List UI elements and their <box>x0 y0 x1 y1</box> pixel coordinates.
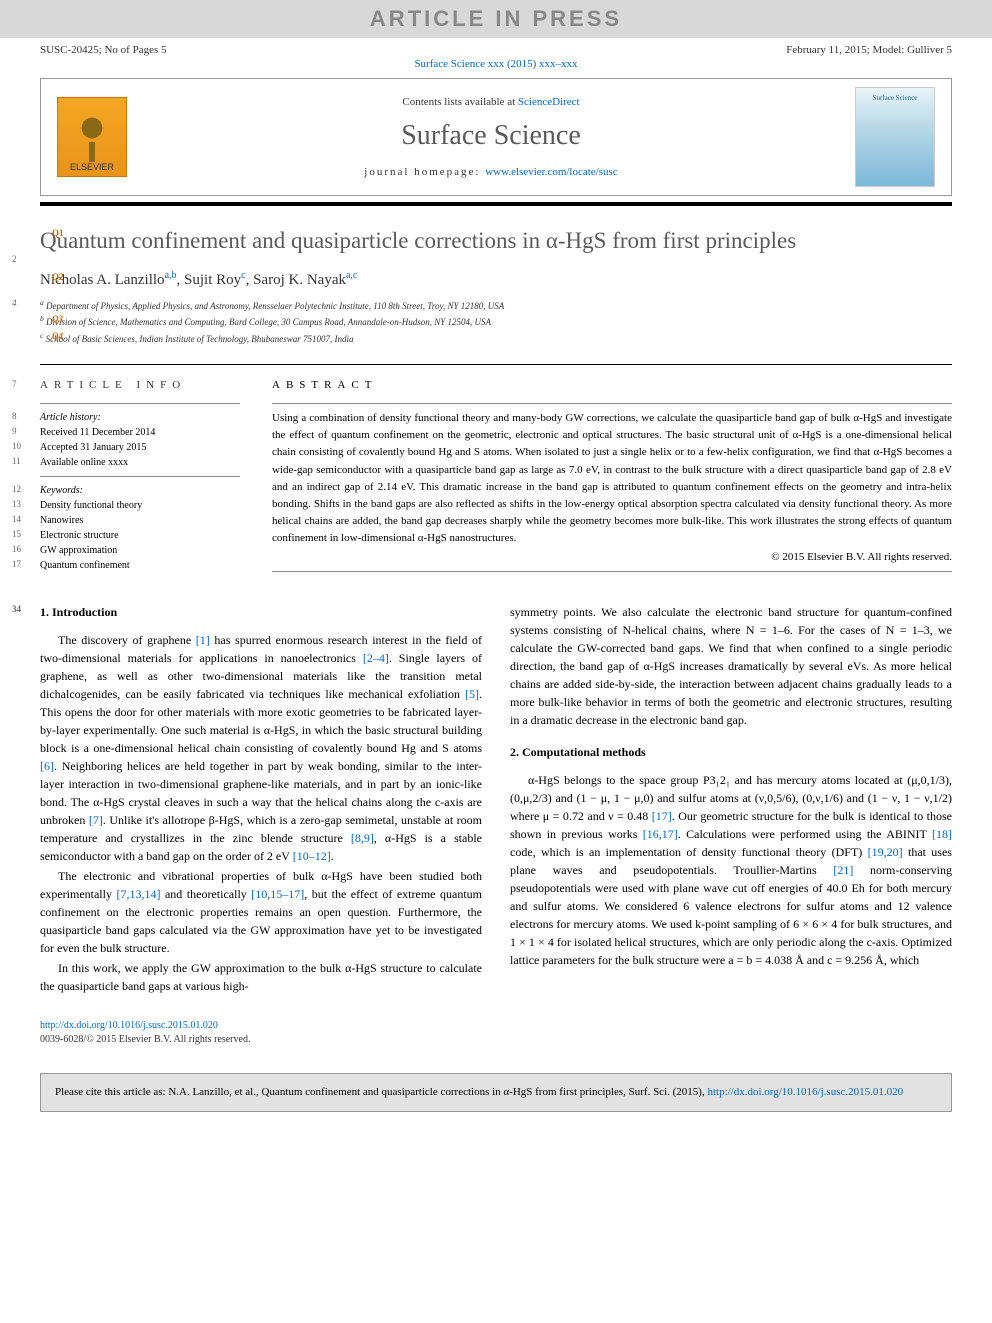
homepage-link[interactable]: www.elsevier.com/locate/susc <box>485 166 617 178</box>
doc-date-model: February 11, 2015; Model: Gulliver 5 <box>786 44 952 56</box>
cite-doi-link[interactable]: http://dx.doi.org/10.1016/j.susc.2015.01… <box>707 1086 903 1098</box>
homepage-line: journal homepage: www.elsevier.com/locat… <box>127 166 855 178</box>
aff-c-text: School of Basic Sciences, Indian Institu… <box>46 334 354 344</box>
journal-cover-thumbnail: Surface Science <box>855 87 935 187</box>
article-info-heading: ARTICLE INFO <box>40 379 240 391</box>
author-3: , Saroj K. Nayak <box>246 272 346 288</box>
line-no: 4 <box>12 297 17 311</box>
line-no: 17 <box>12 558 21 572</box>
q2-marker: Q2 <box>52 272 64 282</box>
line-no: 12 <box>12 483 21 497</box>
line-no: 2 <box>12 254 17 266</box>
keywords-label: Keywords: <box>40 483 240 498</box>
intro-p3: In this work, we apply the GW approximat… <box>40 959 482 995</box>
q3-marker: Q3 <box>52 313 63 327</box>
doc-id: SUSC-20425; No of Pages 5 <box>40 44 167 56</box>
elsevier-logo: ELSEVIER <box>57 97 127 177</box>
sciencedirect-link[interactable]: ScienceDirect <box>518 96 580 108</box>
keyword: GW approximation <box>40 545 117 556</box>
homepage-label: journal homepage: <box>364 166 485 178</box>
abstract-text: Using a combination of density functiona… <box>272 403 952 546</box>
history-label: Article history: <box>40 410 240 425</box>
column-right: symmetry points. We also calculate the e… <box>510 603 952 1047</box>
elsevier-text: ELSEVIER <box>70 162 114 172</box>
affiliation-b: Q3 b Division of Science, Mathematics and… <box>40 313 952 330</box>
aff-b-text: Division of Science, Mathematics and Com… <box>46 317 491 327</box>
q1-marker: Q1 <box>52 228 64 240</box>
footer-refs: http://dx.doi.org/10.1016/j.susc.2015.01… <box>40 1019 482 1047</box>
in-press-banner: ARTICLE IN PRESS <box>0 0 992 38</box>
affiliation-a: 4a Department of Physics, Applied Physic… <box>40 297 952 314</box>
article-info: ARTICLE INFO 8 Article history: 9Receive… <box>40 379 240 579</box>
line-no: 13 <box>12 498 21 512</box>
journal-name: Surface Science <box>127 120 855 152</box>
q4-marker: Q4 <box>52 330 63 344</box>
received-date: Received 11 December 2014 <box>40 427 155 438</box>
contents-prefix: Contents lists available at <box>402 96 517 108</box>
doi-link[interactable]: http://dx.doi.org/10.1016/j.susc.2015.01… <box>40 1019 482 1033</box>
affiliations: 4a Department of Physics, Applied Physic… <box>40 297 952 347</box>
keyword: Quantum confinement <box>40 560 130 571</box>
author-3-sup[interactable]: a,c <box>346 270 357 281</box>
line-no: 9 <box>12 425 17 439</box>
cite-text: Please cite this article as: N.A. Lanzil… <box>55 1086 705 1098</box>
line-no: 14 <box>12 513 21 527</box>
line-no: 10 <box>12 440 21 454</box>
authors: Q2 Nicholas A. Lanzilloa,b, Sujit Royc, … <box>40 270 952 289</box>
author-2: , Sujit Roy <box>177 272 242 288</box>
article-history: 8 Article history: 9Received 11 December… <box>40 403 240 476</box>
header-citation-link[interactable]: Surface Science xxx (2015) xxx–xxx <box>0 58 992 78</box>
online-date: Available online xxxx <box>40 457 128 468</box>
author-1-sup[interactable]: a,b <box>165 270 177 281</box>
header-row: SUSC-20425; No of Pages 5 February 11, 2… <box>0 38 992 58</box>
line-no: 8 <box>12 410 17 424</box>
affiliation-c: Q4 c School of Basic Sciences, Indian Ins… <box>40 330 952 347</box>
keyword: Nanowires <box>40 515 83 526</box>
banner-center: Contents lists available at ScienceDirec… <box>127 96 855 178</box>
keyword: Density functional theory <box>40 500 142 511</box>
body-columns: 34 1. Introduction The discovery of grap… <box>40 603 952 1047</box>
abstract-body: Using a combination of density functiona… <box>272 412 952 543</box>
info-abstract-row: 7 ARTICLE INFO 8 Article history: 9Recei… <box>40 364 952 579</box>
keywords-block: 12 Keywords: 13Density functional theory… <box>40 476 240 579</box>
citation-box: Please cite this article as: N.A. Lanzil… <box>40 1073 952 1112</box>
intro-cont: symmetry points. We also calculate the e… <box>510 603 952 729</box>
contents-line: Contents lists available at ScienceDirec… <box>127 96 855 108</box>
line-no: 34 <box>12 603 21 617</box>
methods-p1: α-HgS belongs to the space group P3₁2₁ a… <box>510 771 952 969</box>
aff-sup-b: b <box>40 314 44 323</box>
aff-sup-c: c <box>40 331 43 340</box>
keyword: Electronic structure <box>40 530 119 541</box>
aff-a-text: Department of Physics, Applied Physics, … <box>46 301 504 311</box>
abstract: ABSTRACT Using a combination of density … <box>272 379 952 579</box>
title-text: Quantum confinement and quasiparticle co… <box>40 228 796 253</box>
cover-label: Surface Science <box>873 94 918 102</box>
elsevier-tree-icon <box>67 112 117 162</box>
abstract-heading: ABSTRACT <box>272 379 952 391</box>
aff-sup-a: a <box>40 298 44 307</box>
line-no: 16 <box>12 543 21 557</box>
journal-banner: ELSEVIER Contents lists available at Sci… <box>40 78 952 196</box>
line-no: 7 <box>12 379 17 389</box>
line-no: 11 <box>12 455 21 469</box>
column-left: 34 1. Introduction The discovery of grap… <box>40 603 482 1047</box>
intro-p2: The electronic and vibrational propertie… <box>40 867 482 957</box>
intro-heading: 34 1. Introduction <box>40 603 482 621</box>
main-content: Q1 2 Quantum confinement and quasipartic… <box>0 206 992 1057</box>
intro-p1: The discovery of graphene [1] has spurre… <box>40 631 482 865</box>
methods-heading: 2. Computational methods <box>510 743 952 761</box>
abstract-copyright: © 2015 Elsevier B.V. All rights reserved… <box>272 551 952 563</box>
article-title: Q1 2 Quantum confinement and quasipartic… <box>40 226 952 256</box>
line-no: 15 <box>12 528 21 542</box>
intro-heading-text: 1. Introduction <box>40 605 117 619</box>
accepted-date: Accepted 31 January 2015 <box>40 442 146 453</box>
abstract-divider <box>272 571 952 572</box>
issn-copyright: 0039-6028/© 2015 Elsevier B.V. All right… <box>40 1033 482 1047</box>
